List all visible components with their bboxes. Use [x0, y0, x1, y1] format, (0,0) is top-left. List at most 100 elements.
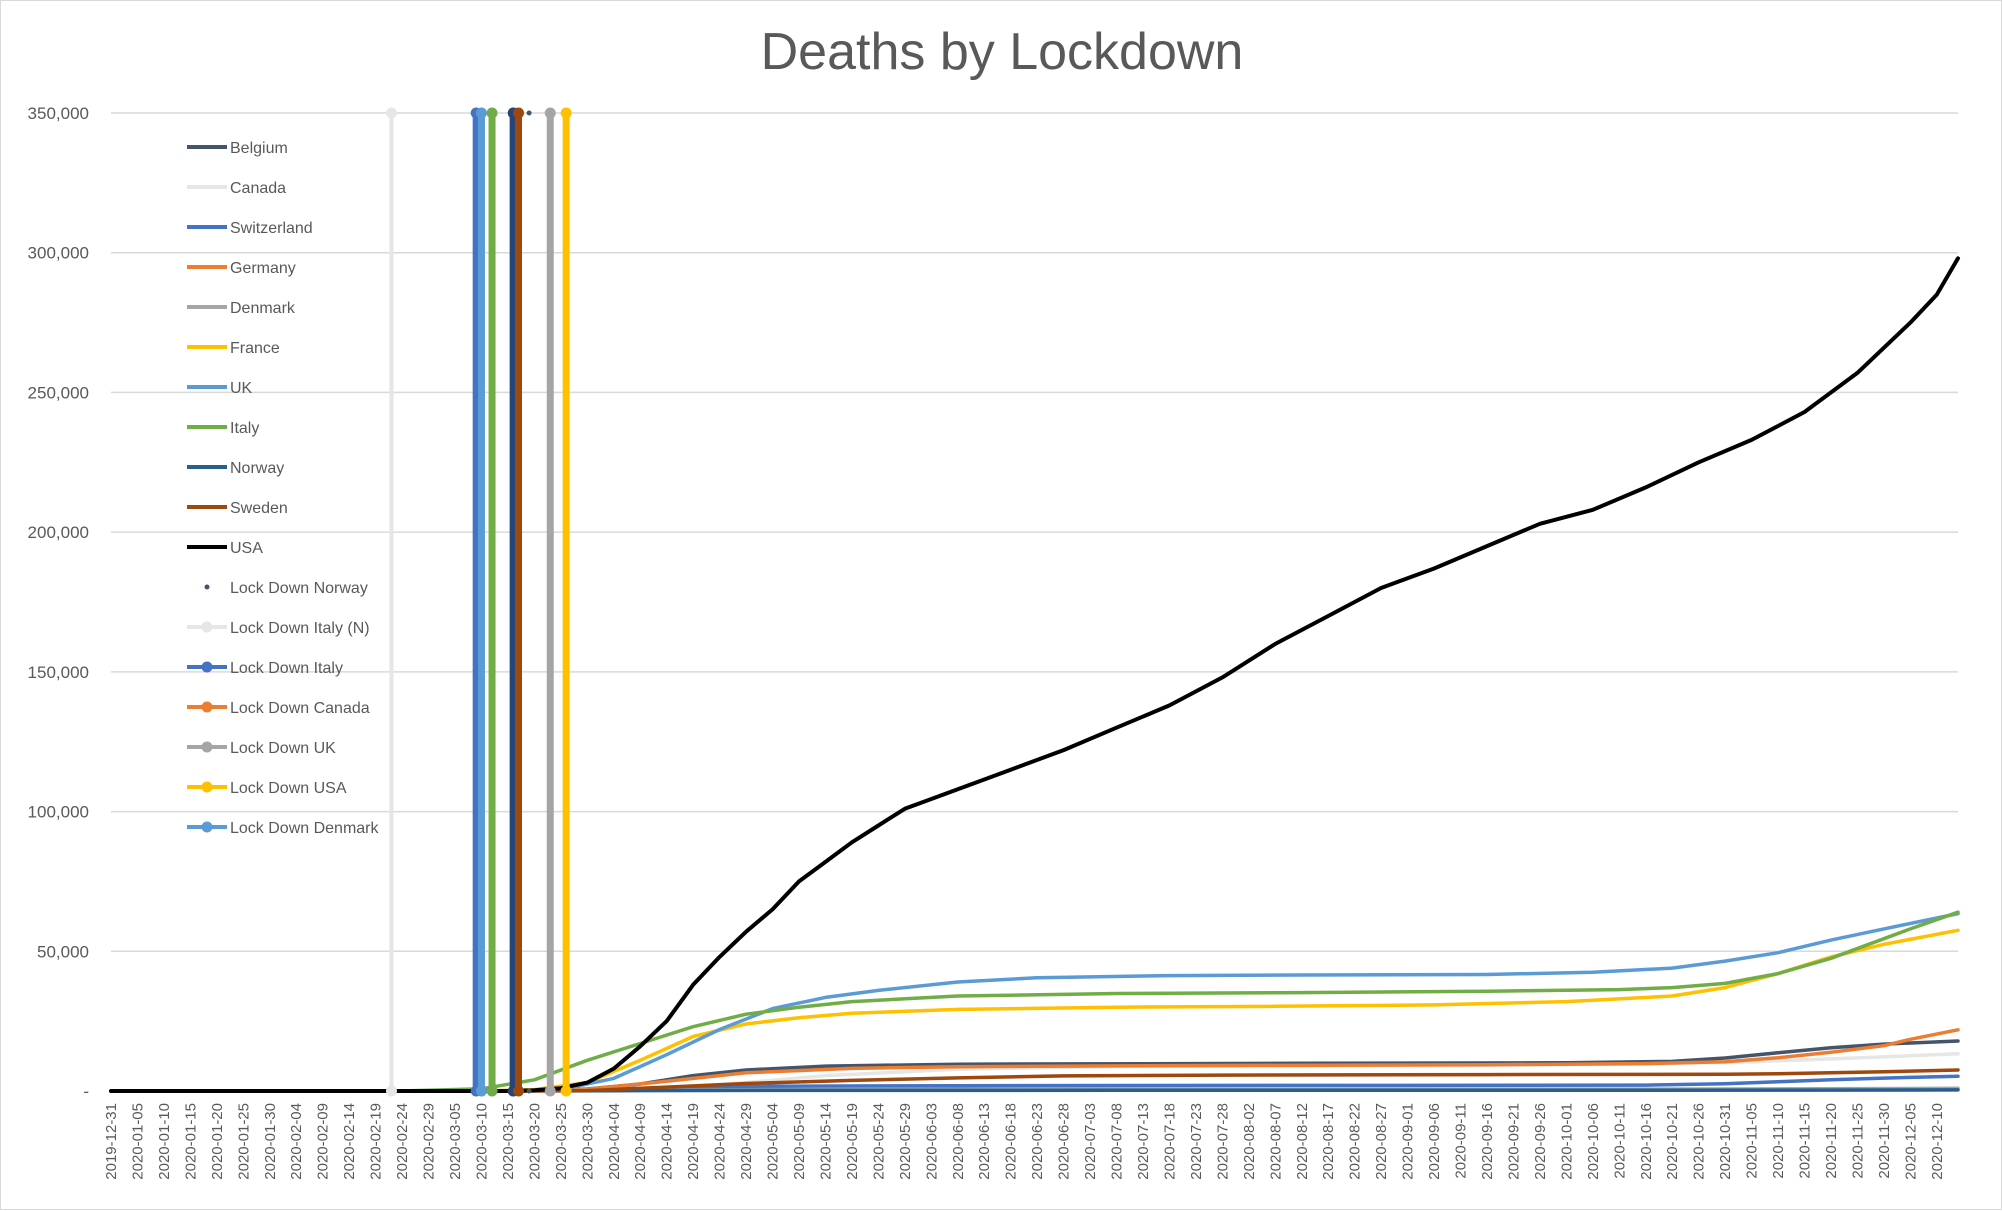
legend-label-usa: USA [230, 540, 263, 557]
x-tick-label: 2020-02-24 [394, 1103, 411, 1180]
x-tick-label: 2020-11-10 [1770, 1103, 1787, 1179]
series-line-italy [109, 910, 1960, 1093]
marker-lock-down-norway-bottom-dot [526, 1088, 532, 1094]
x-tick-label: 2020-09-11 [1453, 1103, 1470, 1179]
y-tick-label: 350,000 [28, 104, 89, 123]
x-tick-label: 2020-03-25 [553, 1103, 570, 1180]
legend-swatch-dot-lock-down-usa [201, 781, 213, 793]
x-tick-label: 2020-06-23 [1029, 1103, 1046, 1180]
x-tick-label: 2020-06-03 [923, 1103, 940, 1180]
grid-layer [111, 112, 1958, 1092]
y-tick-label: - [83, 1082, 89, 1101]
y-tick-label: 150,000 [28, 663, 89, 682]
x-tick-label: 2020-12-05 [1902, 1103, 1919, 1180]
x-tick-label: 2020-02-19 [368, 1103, 385, 1180]
x-tick-label: 2020-04-04 [606, 1103, 623, 1180]
x-tick-label: 2020-12-10 [1929, 1103, 1946, 1180]
x-tick-label: 2020-02-14 [341, 1103, 358, 1180]
x-tick-label: 2020-11-05 [1744, 1103, 1761, 1179]
x-tick-label: 2020-04-09 [632, 1103, 649, 1180]
legend-swatch-dot-lock-down-uk [201, 741, 213, 753]
marker-lock-down-usa-bottom-dot [560, 1085, 572, 1097]
x-tick-label: 2020-07-03 [1082, 1103, 1099, 1180]
x-tick-label: 2020-01-05 [129, 1103, 146, 1180]
marker-lock-down-italy-n--top-dot [385, 107, 397, 119]
x-axis-ticks: 2019-12-31 2020-01-05 2020-01-10 2020-01-15… [103, 1103, 1946, 1180]
legend-label-lock-down-canada: Lock Down Canada [230, 700, 370, 717]
legend-label-switzerland: Switzerland [230, 220, 313, 237]
x-tick-label: 2020-10-01 [1558, 1103, 1575, 1180]
legend-label-lock-down-denmark: Lock Down Denmark [230, 820, 380, 837]
legend-label-belgium: Belgium [230, 140, 288, 157]
x-tick-label: 2020-10-06 [1585, 1103, 1602, 1180]
x-tick-label: 2020-05-19 [844, 1103, 861, 1180]
x-tick-label: 2020-05-09 [791, 1103, 808, 1180]
x-tick-label: 2020-03-15 [500, 1103, 517, 1180]
legend-label-norway: Norway [230, 460, 284, 477]
x-tick-label: 2020-11-25 [1849, 1103, 1866, 1179]
legend-label-france: France [230, 340, 280, 357]
x-tick-label: 2020-06-18 [1003, 1103, 1020, 1180]
x-tick-label: 2020-07-13 [1135, 1103, 1152, 1180]
x-tick-label: 2020-10-26 [1691, 1103, 1708, 1180]
x-tick-label: 2020-01-20 [209, 1103, 226, 1180]
legend-label-denmark: Denmark [230, 300, 296, 317]
x-tick-label: 2020-10-11 [1611, 1103, 1628, 1179]
marker-lock-down-usa-top-dot [560, 107, 572, 119]
x-tick-label: 2020-11-30 [1876, 1103, 1893, 1179]
x-tick-label: 2020-07-28 [1214, 1103, 1231, 1180]
x-tick-label: 2020-01-10 [156, 1103, 173, 1180]
x-tick-label: 2020-06-28 [1056, 1103, 1073, 1180]
series-layer [109, 256, 1960, 1093]
y-tick-label: 100,000 [28, 803, 89, 822]
legend-label-uk: UK [230, 380, 253, 397]
legend-swatch-dot-lock-down-canada [201, 701, 213, 713]
x-tick-label: 2020-02-04 [288, 1103, 305, 1180]
x-tick-label: 2020-04-29 [738, 1103, 755, 1180]
x-tick-label: 2020-08-22 [1347, 1103, 1364, 1180]
x-tick-label: 2020-04-19 [685, 1103, 702, 1180]
marker-layer [385, 107, 572, 1097]
legend-label-lock-down-italy: Lock Down Italy [230, 660, 343, 677]
y-tick-label: 250,000 [28, 383, 89, 402]
x-tick-label: 2020-10-31 [1717, 1103, 1734, 1180]
legend-label-lock-down-norway: Lock Down Norway [230, 580, 368, 597]
x-tick-label: 2020-10-21 [1664, 1103, 1681, 1180]
marker-lock-down-norway-top-dot [526, 110, 532, 116]
legend-label-lock-down-usa: Lock Down USA [230, 780, 347, 797]
marker-lock-down-uk-bottom-dot [544, 1085, 556, 1097]
x-tick-label: 2020-08-17 [1320, 1103, 1337, 1180]
x-tick-label: 2019-12-31 [103, 1103, 120, 1180]
x-tick-label: 2020-09-16 [1479, 1103, 1496, 1180]
legend-label-sweden: Sweden [230, 500, 288, 517]
series-line-uk [109, 911, 1960, 1093]
marker-lock-down-italy-n--bottom-dot [385, 1085, 397, 1097]
x-tick-label: 2020-07-18 [1161, 1103, 1178, 1180]
x-tick-label: 2020-09-26 [1532, 1103, 1549, 1180]
x-tick-label: 2020-02-29 [421, 1103, 438, 1180]
x-tick-label: 2020-05-29 [897, 1103, 914, 1180]
x-tick-label: 2020-10-16 [1638, 1103, 1655, 1180]
x-tick-label: 2020-09-06 [1426, 1103, 1443, 1180]
legend-label-germany: Germany [230, 260, 296, 277]
x-tick-label: 2020-06-08 [950, 1103, 967, 1180]
marker-lockdown-top-dot [486, 107, 498, 119]
y-axis-ticks: - 50,000 100,000 150,000 200,000 250,000 300,0… [28, 104, 89, 1101]
x-tick-label: 2020-08-02 [1241, 1103, 1258, 1180]
x-tick-label: 2020-05-04 [765, 1103, 782, 1180]
series-line-usa [109, 256, 1960, 1093]
legend-swatch-lock-down-norway [204, 584, 210, 590]
marker-lockdown-bottom-dot [513, 1085, 525, 1097]
legend-swatch-dot-lock-down-italy [201, 661, 213, 673]
legend-swatch-dot-lock-down-denmark [201, 821, 213, 833]
x-tick-label: 2020-09-21 [1505, 1103, 1522, 1180]
x-tick-label: 2020-07-23 [1188, 1103, 1205, 1180]
x-tick-label: 2020-01-25 [235, 1103, 252, 1180]
chart-title: Deaths by Lockdown [761, 23, 1244, 81]
y-tick-label: 50,000 [37, 942, 89, 961]
x-tick-label: 2020-03-05 [447, 1103, 464, 1180]
legend-swatch-dot-lock-down-italy-n- [201, 621, 213, 633]
x-tick-label: 2020-05-14 [817, 1103, 834, 1180]
x-tick-label: 2020-01-30 [262, 1103, 279, 1180]
